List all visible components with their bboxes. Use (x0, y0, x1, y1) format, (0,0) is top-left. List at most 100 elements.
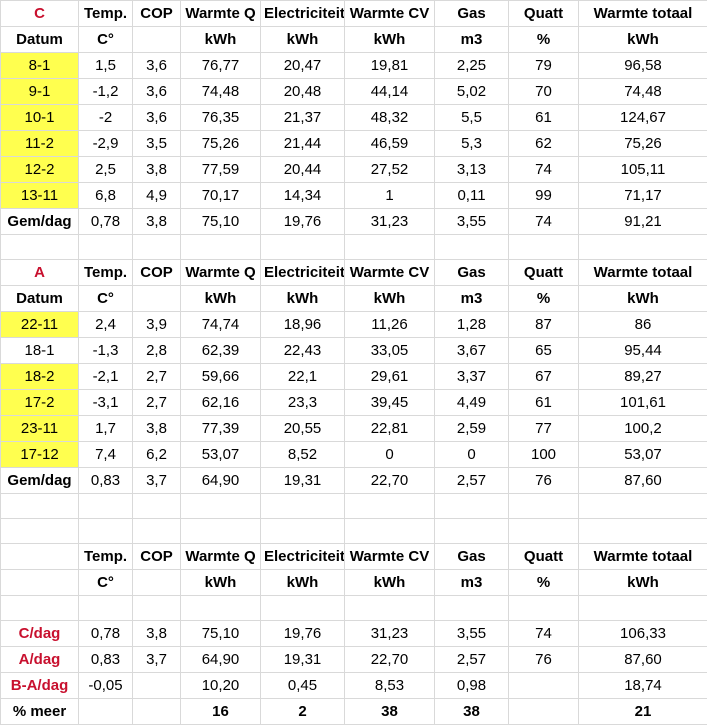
value-cell[interactable] (133, 673, 181, 699)
value-cell[interactable]: 3,7 (133, 647, 181, 673)
value-cell[interactable]: 2,25 (435, 53, 509, 79)
value-cell[interactable]: 124,67 (579, 105, 707, 131)
empty-cell[interactable] (181, 494, 261, 519)
value-cell[interactable]: 46,59 (345, 131, 435, 157)
value-cell[interactable]: 7,4 (79, 442, 133, 468)
date-cell[interactable]: 10-1 (1, 105, 79, 131)
value-cell[interactable]: 74,48 (579, 79, 707, 105)
column-header[interactable]: Gas (435, 544, 509, 570)
empty-cell[interactable] (261, 494, 345, 519)
empty-cell[interactable] (1, 596, 79, 621)
value-cell[interactable]: 22,43 (261, 338, 345, 364)
empty-cell[interactable] (133, 519, 181, 544)
date-cell[interactable]: 23-11 (1, 416, 79, 442)
value-cell[interactable]: 0,11 (435, 183, 509, 209)
unit-cell[interactable]: C° (79, 570, 133, 596)
value-cell[interactable]: -2 (79, 105, 133, 131)
value-cell[interactable]: 2,7 (133, 390, 181, 416)
empty-cell[interactable] (509, 596, 579, 621)
value-cell[interactable]: 70,17 (181, 183, 261, 209)
summary-value[interactable]: 0,78 (79, 209, 133, 235)
value-cell[interactable]: 62 (509, 131, 579, 157)
date-cell[interactable]: 22-11 (1, 312, 79, 338)
section-label[interactable]: C (1, 1, 79, 27)
value-cell[interactable]: 77 (509, 416, 579, 442)
summary-value[interactable]: 31,23 (345, 209, 435, 235)
value-cell[interactable]: 0,45 (261, 673, 345, 699)
value-cell[interactable]: 62,16 (181, 390, 261, 416)
percent-value[interactable]: 16 (181, 699, 261, 725)
empty-cell[interactable] (1, 519, 79, 544)
value-cell[interactable]: 74 (509, 157, 579, 183)
summary-label[interactable]: Gem/dag (1, 209, 79, 235)
value-cell[interactable]: 0,83 (79, 647, 133, 673)
percent-value[interactable]: 38 (435, 699, 509, 725)
value-cell[interactable]: 61 (509, 390, 579, 416)
value-cell[interactable]: 5,02 (435, 79, 509, 105)
percent-value[interactable]: 21 (579, 699, 707, 725)
empty-cell[interactable] (345, 494, 435, 519)
date-cell[interactable]: 12-2 (1, 157, 79, 183)
column-header[interactable]: COP (133, 260, 181, 286)
value-cell[interactable]: 3,8 (133, 416, 181, 442)
value-cell[interactable]: 3,8 (133, 157, 181, 183)
unit-cell[interactable]: kWh (261, 286, 345, 312)
comparison-label[interactable]: B-A/dag (1, 673, 79, 699)
value-cell[interactable]: 87 (509, 312, 579, 338)
empty-cell[interactable] (509, 494, 579, 519)
value-cell[interactable]: -2,9 (79, 131, 133, 157)
percent-value[interactable] (79, 699, 133, 725)
column-header[interactable]: Warmte totaal (579, 260, 707, 286)
value-cell[interactable]: 10,20 (181, 673, 261, 699)
value-cell[interactable]: 0,78 (79, 621, 133, 647)
summary-value[interactable]: 0,83 (79, 468, 133, 494)
summary-value[interactable]: 3,8 (133, 209, 181, 235)
date-cell[interactable]: 18-1 (1, 338, 79, 364)
comparison-label[interactable]: A/dag (1, 647, 79, 673)
unit-cell[interactable]: % (509, 27, 579, 53)
value-cell[interactable]: 75,10 (181, 621, 261, 647)
empty-cell[interactable] (261, 519, 345, 544)
value-cell[interactable]: 100,2 (579, 416, 707, 442)
value-cell[interactable]: 48,32 (345, 105, 435, 131)
empty-cell[interactable] (261, 235, 345, 260)
empty-cell[interactable] (133, 596, 181, 621)
summary-value[interactable]: 3,7 (133, 468, 181, 494)
empty-cell[interactable] (509, 519, 579, 544)
percent-value[interactable] (133, 699, 181, 725)
empty-cell[interactable] (1, 544, 79, 570)
value-cell[interactable]: 5,5 (435, 105, 509, 131)
empty-cell[interactable] (261, 596, 345, 621)
value-cell[interactable]: 21,44 (261, 131, 345, 157)
column-header[interactable]: Gas (435, 1, 509, 27)
value-cell[interactable]: 101,61 (579, 390, 707, 416)
percent-value[interactable]: 38 (345, 699, 435, 725)
value-cell[interactable]: 6,8 (79, 183, 133, 209)
column-header[interactable]: Warmte CV (345, 260, 435, 286)
value-cell[interactable]: 106,33 (579, 621, 707, 647)
empty-cell[interactable] (435, 494, 509, 519)
value-cell[interactable]: 31,23 (345, 621, 435, 647)
value-cell[interactable]: 105,11 (579, 157, 707, 183)
value-cell[interactable]: 64,90 (181, 647, 261, 673)
column-header[interactable]: Gas (435, 260, 509, 286)
empty-cell[interactable] (133, 494, 181, 519)
unit-cell[interactable]: kWh (345, 27, 435, 53)
value-cell[interactable]: 19,76 (261, 621, 345, 647)
value-cell[interactable]: 1,7 (79, 416, 133, 442)
value-cell[interactable]: 65 (509, 338, 579, 364)
unit-cell[interactable]: kWh (261, 27, 345, 53)
value-cell[interactable]: 86 (579, 312, 707, 338)
value-cell[interactable]: 74 (509, 621, 579, 647)
value-cell[interactable]: 3,6 (133, 105, 181, 131)
empty-cell[interactable] (79, 596, 133, 621)
date-cell[interactable]: 13-11 (1, 183, 79, 209)
value-cell[interactable]: 2,57 (435, 647, 509, 673)
column-header[interactable]: Quatt (509, 260, 579, 286)
empty-cell[interactable] (133, 235, 181, 260)
unit-cell[interactable] (133, 570, 181, 596)
value-cell[interactable]: 67 (509, 364, 579, 390)
column-header[interactable]: Warmte Q (181, 544, 261, 570)
value-cell[interactable]: 20,55 (261, 416, 345, 442)
value-cell[interactable]: 70 (509, 79, 579, 105)
